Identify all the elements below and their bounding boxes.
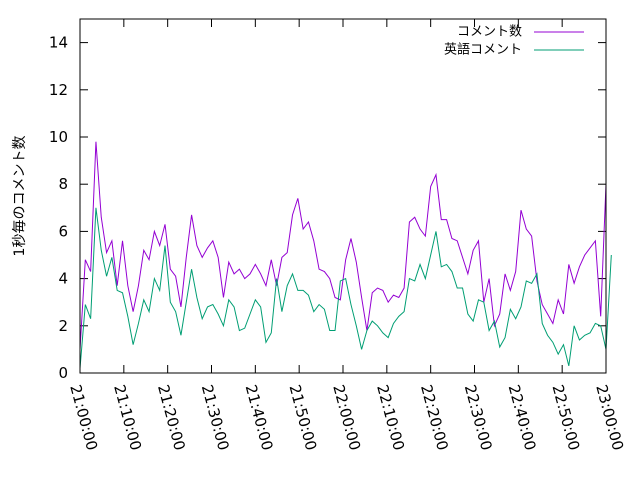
x-tick-label: 22:40:00 [505, 383, 540, 453]
y-axis-label: 1秒毎のコメント数 [12, 136, 28, 257]
x-tick-label: 22:20:00 [417, 383, 452, 453]
y-tick-label: 8 [58, 175, 68, 193]
legend-label-1: コメント数 [457, 25, 522, 40]
x-tick-label: 21:40:00 [242, 383, 277, 453]
series-group [79, 141, 612, 369]
x-tick-label: 21:10:00 [110, 383, 145, 453]
y-tick-label: 12 [49, 81, 68, 99]
y-tick-group: 0 2 4 6 8 10 12 14 [49, 34, 606, 382]
y-tick-label: 4 [58, 270, 68, 288]
series-line-2 [79, 207, 612, 369]
y-tick-label: 14 [49, 34, 68, 52]
x-tick-label: 21:20:00 [154, 383, 189, 453]
y-axis-label-group: 1秒毎のコメント数 [12, 136, 28, 257]
y-tick-label: 10 [49, 128, 68, 146]
x-tick-label: 22:50:00 [548, 383, 583, 453]
x-tick-label: 21:50:00 [285, 383, 320, 453]
y-tick-label: 2 [58, 317, 68, 335]
x-tick-label: 22:00:00 [329, 383, 364, 453]
x-tick-label: 22:10:00 [373, 383, 408, 453]
y-tick-label: 0 [58, 364, 68, 382]
legend-label-2: 英語コメント [444, 42, 522, 58]
x-tick-group: 21:00:00 21:10:00 21:20:00 21:30:00 21:40:00… [66, 19, 627, 452]
plot-frame [79, 18, 607, 374]
series-line-1 [79, 141, 607, 350]
x-tick-label: 21:00:00 [66, 383, 101, 453]
y-tick-label: 6 [58, 222, 68, 240]
x-tick-label: 22:30:00 [461, 383, 496, 453]
x-tick-label: 21:30:00 [198, 383, 233, 453]
x-tick-label: 23:00:00 [592, 383, 627, 453]
